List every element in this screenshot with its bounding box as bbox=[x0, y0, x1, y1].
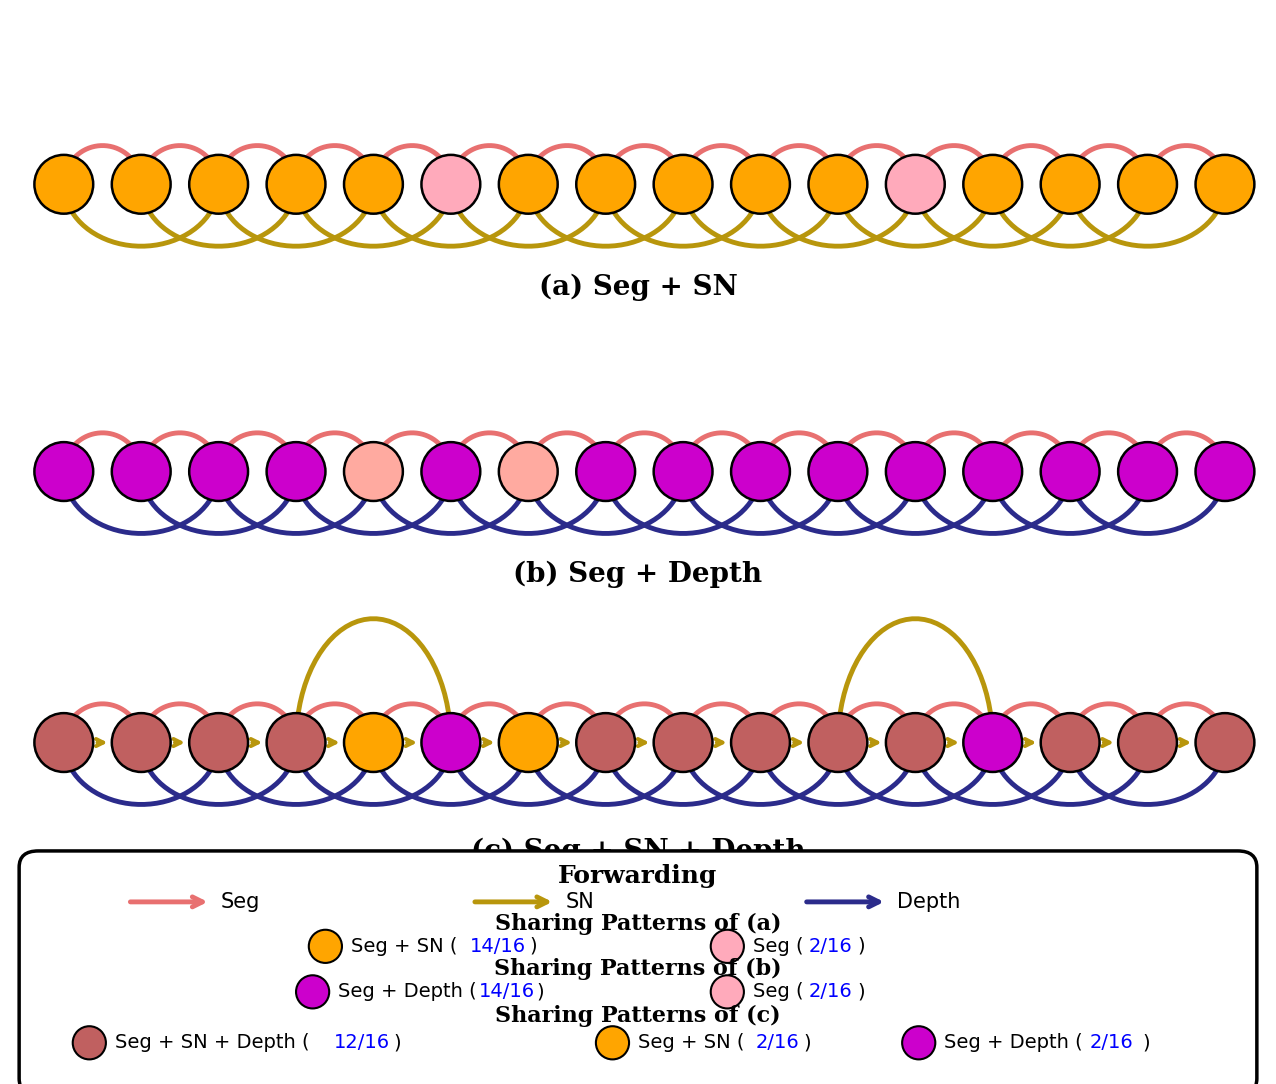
Ellipse shape bbox=[886, 442, 944, 501]
Text: (b) Seg + Depth: (b) Seg + Depth bbox=[513, 560, 763, 589]
Ellipse shape bbox=[267, 155, 325, 214]
Text: ): ) bbox=[530, 937, 537, 956]
Ellipse shape bbox=[653, 155, 712, 214]
Text: Sharing Patterns of (b): Sharing Patterns of (b) bbox=[494, 958, 782, 980]
Ellipse shape bbox=[189, 155, 248, 214]
Text: ): ) bbox=[393, 1033, 401, 1053]
Ellipse shape bbox=[731, 442, 790, 501]
Ellipse shape bbox=[499, 155, 558, 214]
Text: (a) Seg + SN: (a) Seg + SN bbox=[538, 273, 738, 301]
Ellipse shape bbox=[1118, 155, 1176, 214]
Ellipse shape bbox=[1118, 442, 1176, 501]
Ellipse shape bbox=[1041, 713, 1100, 772]
Ellipse shape bbox=[1196, 155, 1254, 214]
Text: 12/16: 12/16 bbox=[334, 1033, 390, 1053]
Ellipse shape bbox=[809, 713, 868, 772]
Ellipse shape bbox=[809, 155, 868, 214]
Text: Seg + SN (: Seg + SN ( bbox=[638, 1033, 744, 1053]
Text: (c) Seg + SN + Depth: (c) Seg + SN + Depth bbox=[471, 837, 805, 865]
Ellipse shape bbox=[1196, 442, 1254, 501]
Text: ): ) bbox=[1142, 1033, 1150, 1053]
Text: ): ) bbox=[857, 937, 865, 956]
Ellipse shape bbox=[711, 976, 744, 1008]
Text: ): ) bbox=[857, 982, 865, 1002]
Text: 14/16: 14/16 bbox=[478, 982, 535, 1002]
Text: 2/16: 2/16 bbox=[755, 1033, 799, 1053]
Ellipse shape bbox=[345, 713, 403, 772]
Text: Seg (: Seg ( bbox=[753, 982, 804, 1002]
Text: 2/16: 2/16 bbox=[809, 937, 852, 956]
Ellipse shape bbox=[963, 442, 1022, 501]
Ellipse shape bbox=[731, 155, 790, 214]
Text: ): ) bbox=[536, 982, 544, 1002]
Ellipse shape bbox=[653, 442, 712, 501]
Ellipse shape bbox=[34, 713, 93, 772]
Text: Seg + Depth (: Seg + Depth ( bbox=[944, 1033, 1083, 1053]
Ellipse shape bbox=[1041, 155, 1100, 214]
Ellipse shape bbox=[963, 713, 1022, 772]
Text: Sharing Patterns of (c): Sharing Patterns of (c) bbox=[495, 1005, 781, 1027]
Ellipse shape bbox=[267, 442, 325, 501]
Ellipse shape bbox=[421, 442, 480, 501]
Ellipse shape bbox=[112, 442, 171, 501]
Ellipse shape bbox=[1041, 442, 1100, 501]
Ellipse shape bbox=[421, 713, 480, 772]
Ellipse shape bbox=[886, 713, 944, 772]
Ellipse shape bbox=[73, 1027, 106, 1059]
Ellipse shape bbox=[596, 1027, 629, 1059]
Ellipse shape bbox=[345, 442, 403, 501]
Ellipse shape bbox=[902, 1027, 935, 1059]
Ellipse shape bbox=[653, 713, 712, 772]
Ellipse shape bbox=[577, 713, 635, 772]
Ellipse shape bbox=[499, 713, 558, 772]
Ellipse shape bbox=[309, 930, 342, 963]
Ellipse shape bbox=[112, 155, 171, 214]
Ellipse shape bbox=[577, 442, 635, 501]
Ellipse shape bbox=[499, 442, 558, 501]
Text: SN: SN bbox=[565, 892, 595, 912]
Text: Depth: Depth bbox=[897, 892, 961, 912]
Ellipse shape bbox=[189, 442, 248, 501]
FancyBboxPatch shape bbox=[19, 851, 1257, 1084]
Ellipse shape bbox=[963, 155, 1022, 214]
Text: Forwarding: Forwarding bbox=[559, 864, 717, 888]
Text: 2/16: 2/16 bbox=[809, 982, 852, 1002]
Text: Seg + SN + Depth (: Seg + SN + Depth ( bbox=[115, 1033, 309, 1053]
Ellipse shape bbox=[34, 155, 93, 214]
Ellipse shape bbox=[731, 713, 790, 772]
Text: Seg + Depth (: Seg + Depth ( bbox=[338, 982, 477, 1002]
Text: Seg (: Seg ( bbox=[753, 937, 804, 956]
Ellipse shape bbox=[296, 976, 329, 1008]
Ellipse shape bbox=[1118, 713, 1176, 772]
Text: Seg + SN (: Seg + SN ( bbox=[351, 937, 457, 956]
Text: Seg: Seg bbox=[221, 892, 260, 912]
Ellipse shape bbox=[577, 155, 635, 214]
Text: 2/16: 2/16 bbox=[1090, 1033, 1133, 1053]
Ellipse shape bbox=[112, 713, 171, 772]
Ellipse shape bbox=[189, 713, 248, 772]
Text: 14/16: 14/16 bbox=[470, 937, 526, 956]
Ellipse shape bbox=[809, 442, 868, 501]
Ellipse shape bbox=[711, 930, 744, 963]
Text: ): ) bbox=[804, 1033, 812, 1053]
Ellipse shape bbox=[886, 155, 944, 214]
Text: Sharing Patterns of (a): Sharing Patterns of (a) bbox=[495, 913, 781, 934]
Ellipse shape bbox=[421, 155, 480, 214]
Ellipse shape bbox=[34, 442, 93, 501]
Ellipse shape bbox=[1196, 713, 1254, 772]
Ellipse shape bbox=[345, 155, 403, 214]
Ellipse shape bbox=[267, 713, 325, 772]
